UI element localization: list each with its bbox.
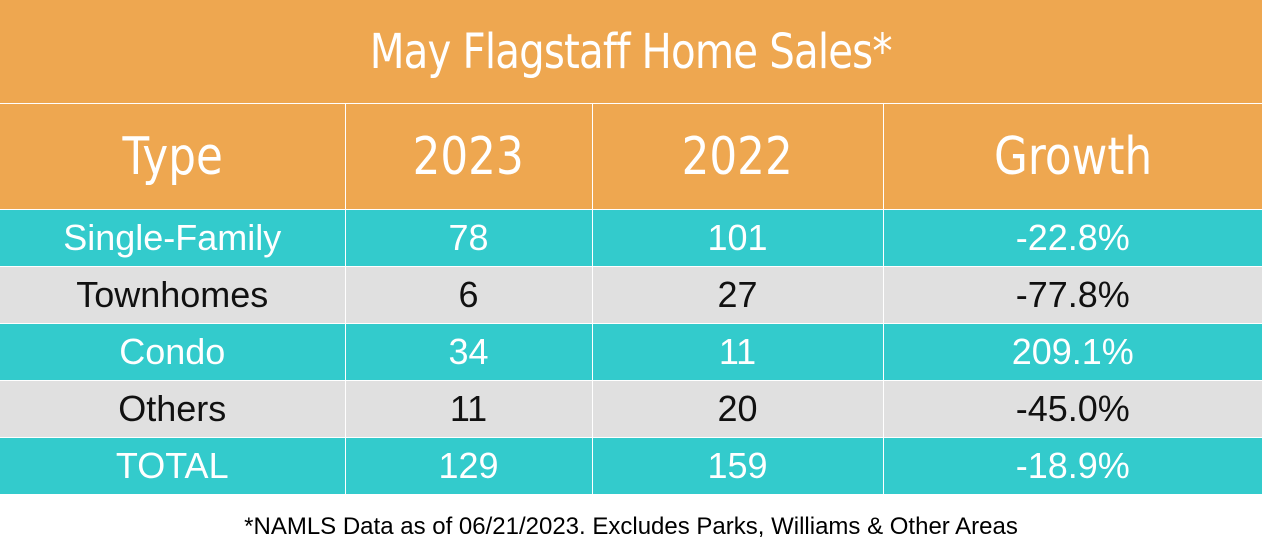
cell-growth: -22.8% <box>882 209 1262 267</box>
cell-2022: 11 <box>591 323 883 381</box>
cell-growth: -77.8% <box>882 266 1262 324</box>
table-row-total: TOTAL 129 159 -18.9% <box>0 437 1262 495</box>
cell-type: Townhomes <box>0 266 345 324</box>
column-header-type: Type <box>0 104 345 210</box>
column-header-growth: Growth <box>882 104 1262 210</box>
cell-2023: 11 <box>344 380 592 438</box>
page-title: May Flagstaff Home Sales* <box>370 23 893 80</box>
cell-type: Single-Family <box>0 209 345 267</box>
cell-2023: 129 <box>344 437 592 495</box>
cell-growth: 209.1% <box>882 323 1262 381</box>
header-row: Type 2023 2022 Growth <box>0 104 1262 210</box>
cell-2022: 20 <box>591 380 883 438</box>
cell-type: Condo <box>0 323 345 381</box>
cell-growth: -45.0% <box>882 380 1262 438</box>
cell-growth: -18.9% <box>882 437 1262 495</box>
cell-2022: 27 <box>591 266 883 324</box>
cell-2023: 6 <box>344 266 592 324</box>
cell-2022: 159 <box>591 437 883 495</box>
table-row: Single-Family 78 101 -22.8% <box>0 209 1262 267</box>
table-row: Others 11 20 -45.0% <box>0 380 1262 438</box>
cell-type: Others <box>0 380 345 438</box>
cell-type: TOTAL <box>0 437 345 495</box>
column-header-2023: 2023 <box>344 104 592 210</box>
table-row: Townhomes 6 27 -77.8% <box>0 266 1262 324</box>
cell-2023: 34 <box>344 323 592 381</box>
cell-2022: 101 <box>591 209 883 267</box>
title-bar: May Flagstaff Home Sales* <box>0 0 1262 103</box>
column-header-2022: 2022 <box>591 104 883 210</box>
sales-table: Type 2023 2022 Growth Single-Family 78 1… <box>0 104 1262 495</box>
footnote: *NAMLS Data as of 06/21/2023. Excludes P… <box>244 513 1018 540</box>
table-row: Condo 34 11 209.1% <box>0 323 1262 381</box>
cell-2023: 78 <box>344 209 592 267</box>
